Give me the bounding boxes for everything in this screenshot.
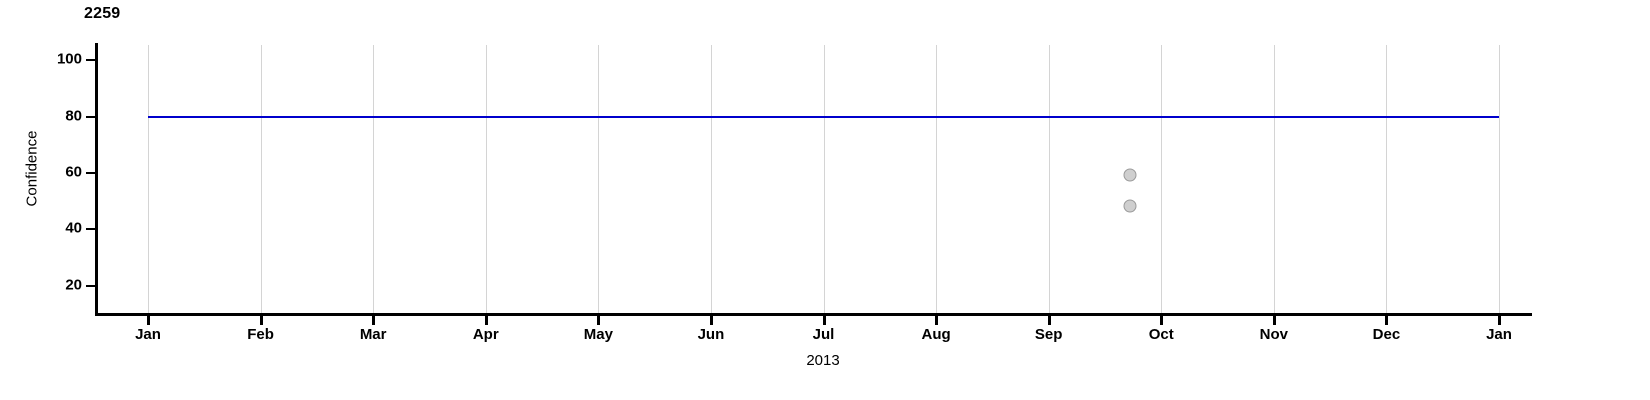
x-axis-tick-label: May	[583, 326, 613, 343]
y-axis-tick	[86, 228, 95, 231]
y-axis-tick	[86, 284, 95, 287]
x-axis-tick	[935, 316, 939, 325]
x-axis-tick	[1498, 316, 1501, 325]
gridline-vertical	[1048, 45, 1050, 313]
x-axis-tick-label: Jan	[1486, 326, 1512, 343]
x-axis-tick-label: Feb	[247, 326, 274, 343]
gridline-vertical	[823, 45, 825, 313]
gridline-vertical	[485, 45, 487, 313]
x-axis-tick	[709, 316, 713, 325]
gridline-vertical	[598, 45, 600, 313]
x-axis-tick	[822, 316, 826, 325]
x-axis-tick-label: Dec	[1372, 326, 1401, 343]
y-axis-tick-label: 60	[65, 163, 82, 181]
gridline-vertical	[1499, 45, 1500, 313]
chart-title: 2259	[84, 5, 121, 22]
x-axis-tick	[259, 316, 263, 325]
y-axis-line	[95, 43, 98, 315]
gridline-vertical	[1386, 45, 1388, 313]
gridline-vertical	[260, 45, 262, 313]
x-axis-tick-label: Nov	[1259, 326, 1288, 343]
gridline-vertical	[1273, 45, 1275, 313]
x-axis-tick-label: Jan	[135, 326, 161, 343]
gridline-vertical	[373, 45, 375, 313]
x-axis-tick	[1385, 316, 1389, 325]
gridline-vertical	[710, 45, 712, 313]
x-axis-line	[95, 313, 1532, 316]
x-axis-tick	[147, 316, 150, 325]
x-axis-tick-label: Mar	[359, 326, 387, 343]
gridline-vertical	[148, 45, 149, 313]
x-axis-label: 2013	[806, 352, 840, 369]
y-axis-tick-label: 80	[65, 107, 82, 125]
x-axis-tick-label: Aug	[921, 326, 951, 343]
y-axis-label: Confidence	[23, 130, 41, 207]
x-axis-tick-label: Jul	[812, 326, 835, 343]
x-axis-tick	[597, 316, 601, 325]
data-point[interactable]	[1123, 199, 1137, 213]
x-axis-tick-label: Apr	[472, 326, 499, 343]
gridline-vertical	[1161, 45, 1163, 313]
threshold-line	[148, 115, 1499, 118]
x-axis-tick-label: Oct	[1148, 326, 1174, 343]
data-point[interactable]	[1123, 168, 1137, 182]
x-axis-tick	[1160, 316, 1164, 325]
x-axis-tick	[1047, 316, 1051, 325]
x-axis-tick	[1272, 316, 1276, 325]
y-axis-tick-label: 40	[65, 219, 82, 237]
y-axis-tick-label: 100	[56, 50, 82, 68]
x-axis-tick	[484, 316, 488, 325]
y-axis-tick	[86, 115, 95, 118]
x-axis-tick-label: Sep	[1034, 326, 1063, 343]
x-axis-tick	[372, 316, 376, 325]
y-axis-tick-label: 20	[65, 276, 82, 294]
gridline-vertical	[936, 45, 938, 313]
y-axis-tick	[86, 171, 95, 174]
x-axis-tick-label: Jun	[697, 326, 725, 343]
y-axis-tick	[86, 59, 95, 62]
